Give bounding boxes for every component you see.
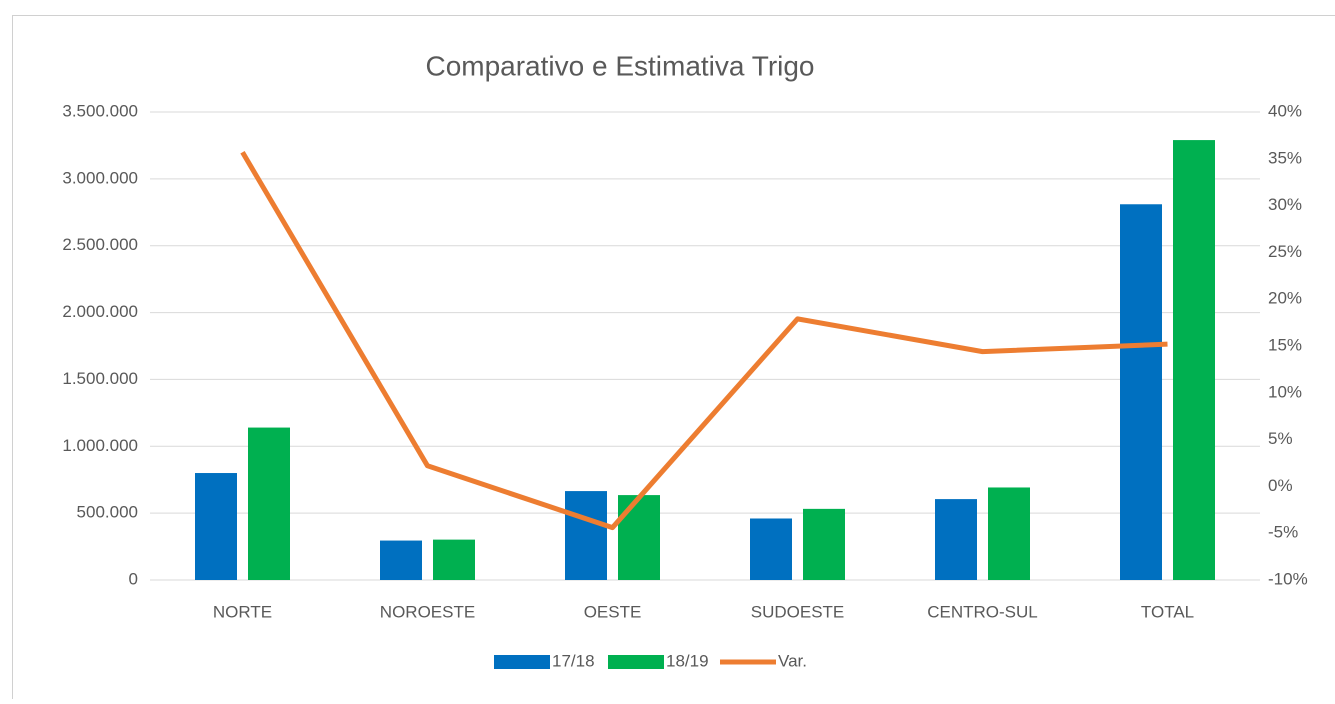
legend-swatch [494, 655, 550, 669]
bar [935, 499, 977, 580]
x-tick-label: TOTAL [1141, 602, 1194, 621]
bar [803, 509, 845, 580]
y2-tick-label: 5% [1268, 429, 1293, 448]
bar [1120, 204, 1162, 580]
y-tick-label: 3.000.000 [62, 168, 138, 187]
y2-tick-label: 35% [1268, 148, 1302, 167]
y2-tick-label: 15% [1268, 335, 1302, 354]
y-tick-label: 3.500.000 [62, 101, 138, 120]
y2-tick-label: 30% [1268, 195, 1302, 214]
y2-tick-label: 20% [1268, 289, 1302, 308]
bar [618, 495, 660, 580]
y2-tick-label: 25% [1268, 242, 1302, 261]
y-tick-label: 1.000.000 [62, 436, 138, 455]
y2-tick-label: 0% [1268, 476, 1293, 495]
y2-tick-label: -10% [1268, 569, 1308, 588]
legend-label: 18/19 [666, 651, 709, 670]
y-tick-label: 500.000 [77, 503, 138, 522]
y-tick-label: 2.500.000 [62, 235, 138, 254]
x-tick-label: NORTE [213, 602, 272, 621]
bar [195, 473, 237, 580]
bar [565, 491, 607, 580]
y-tick-label: 0 [129, 569, 138, 588]
x-tick-label: OESTE [584, 602, 642, 621]
y-tick-label: 2.000.000 [62, 302, 138, 321]
y2-tick-label: 10% [1268, 382, 1302, 401]
y2-tick-label: 40% [1268, 101, 1302, 120]
y2-tick-label: -5% [1268, 523, 1298, 542]
y-tick-label: 1.500.000 [62, 369, 138, 388]
bar [1173, 140, 1215, 580]
bar [433, 540, 475, 580]
x-tick-label: SUDOESTE [751, 602, 845, 621]
legend-label: Var. [778, 651, 807, 670]
chart-title: Comparativo e Estimativa Trigo [425, 50, 814, 81]
bar [248, 428, 290, 580]
legend-label: 17/18 [552, 651, 595, 670]
bar [380, 541, 422, 580]
x-tick-label: NOROESTE [380, 602, 475, 621]
legend-swatch [608, 655, 664, 669]
bar [988, 487, 1030, 580]
x-tick-label: CENTRO-SUL [927, 602, 1038, 621]
bar [750, 518, 792, 580]
